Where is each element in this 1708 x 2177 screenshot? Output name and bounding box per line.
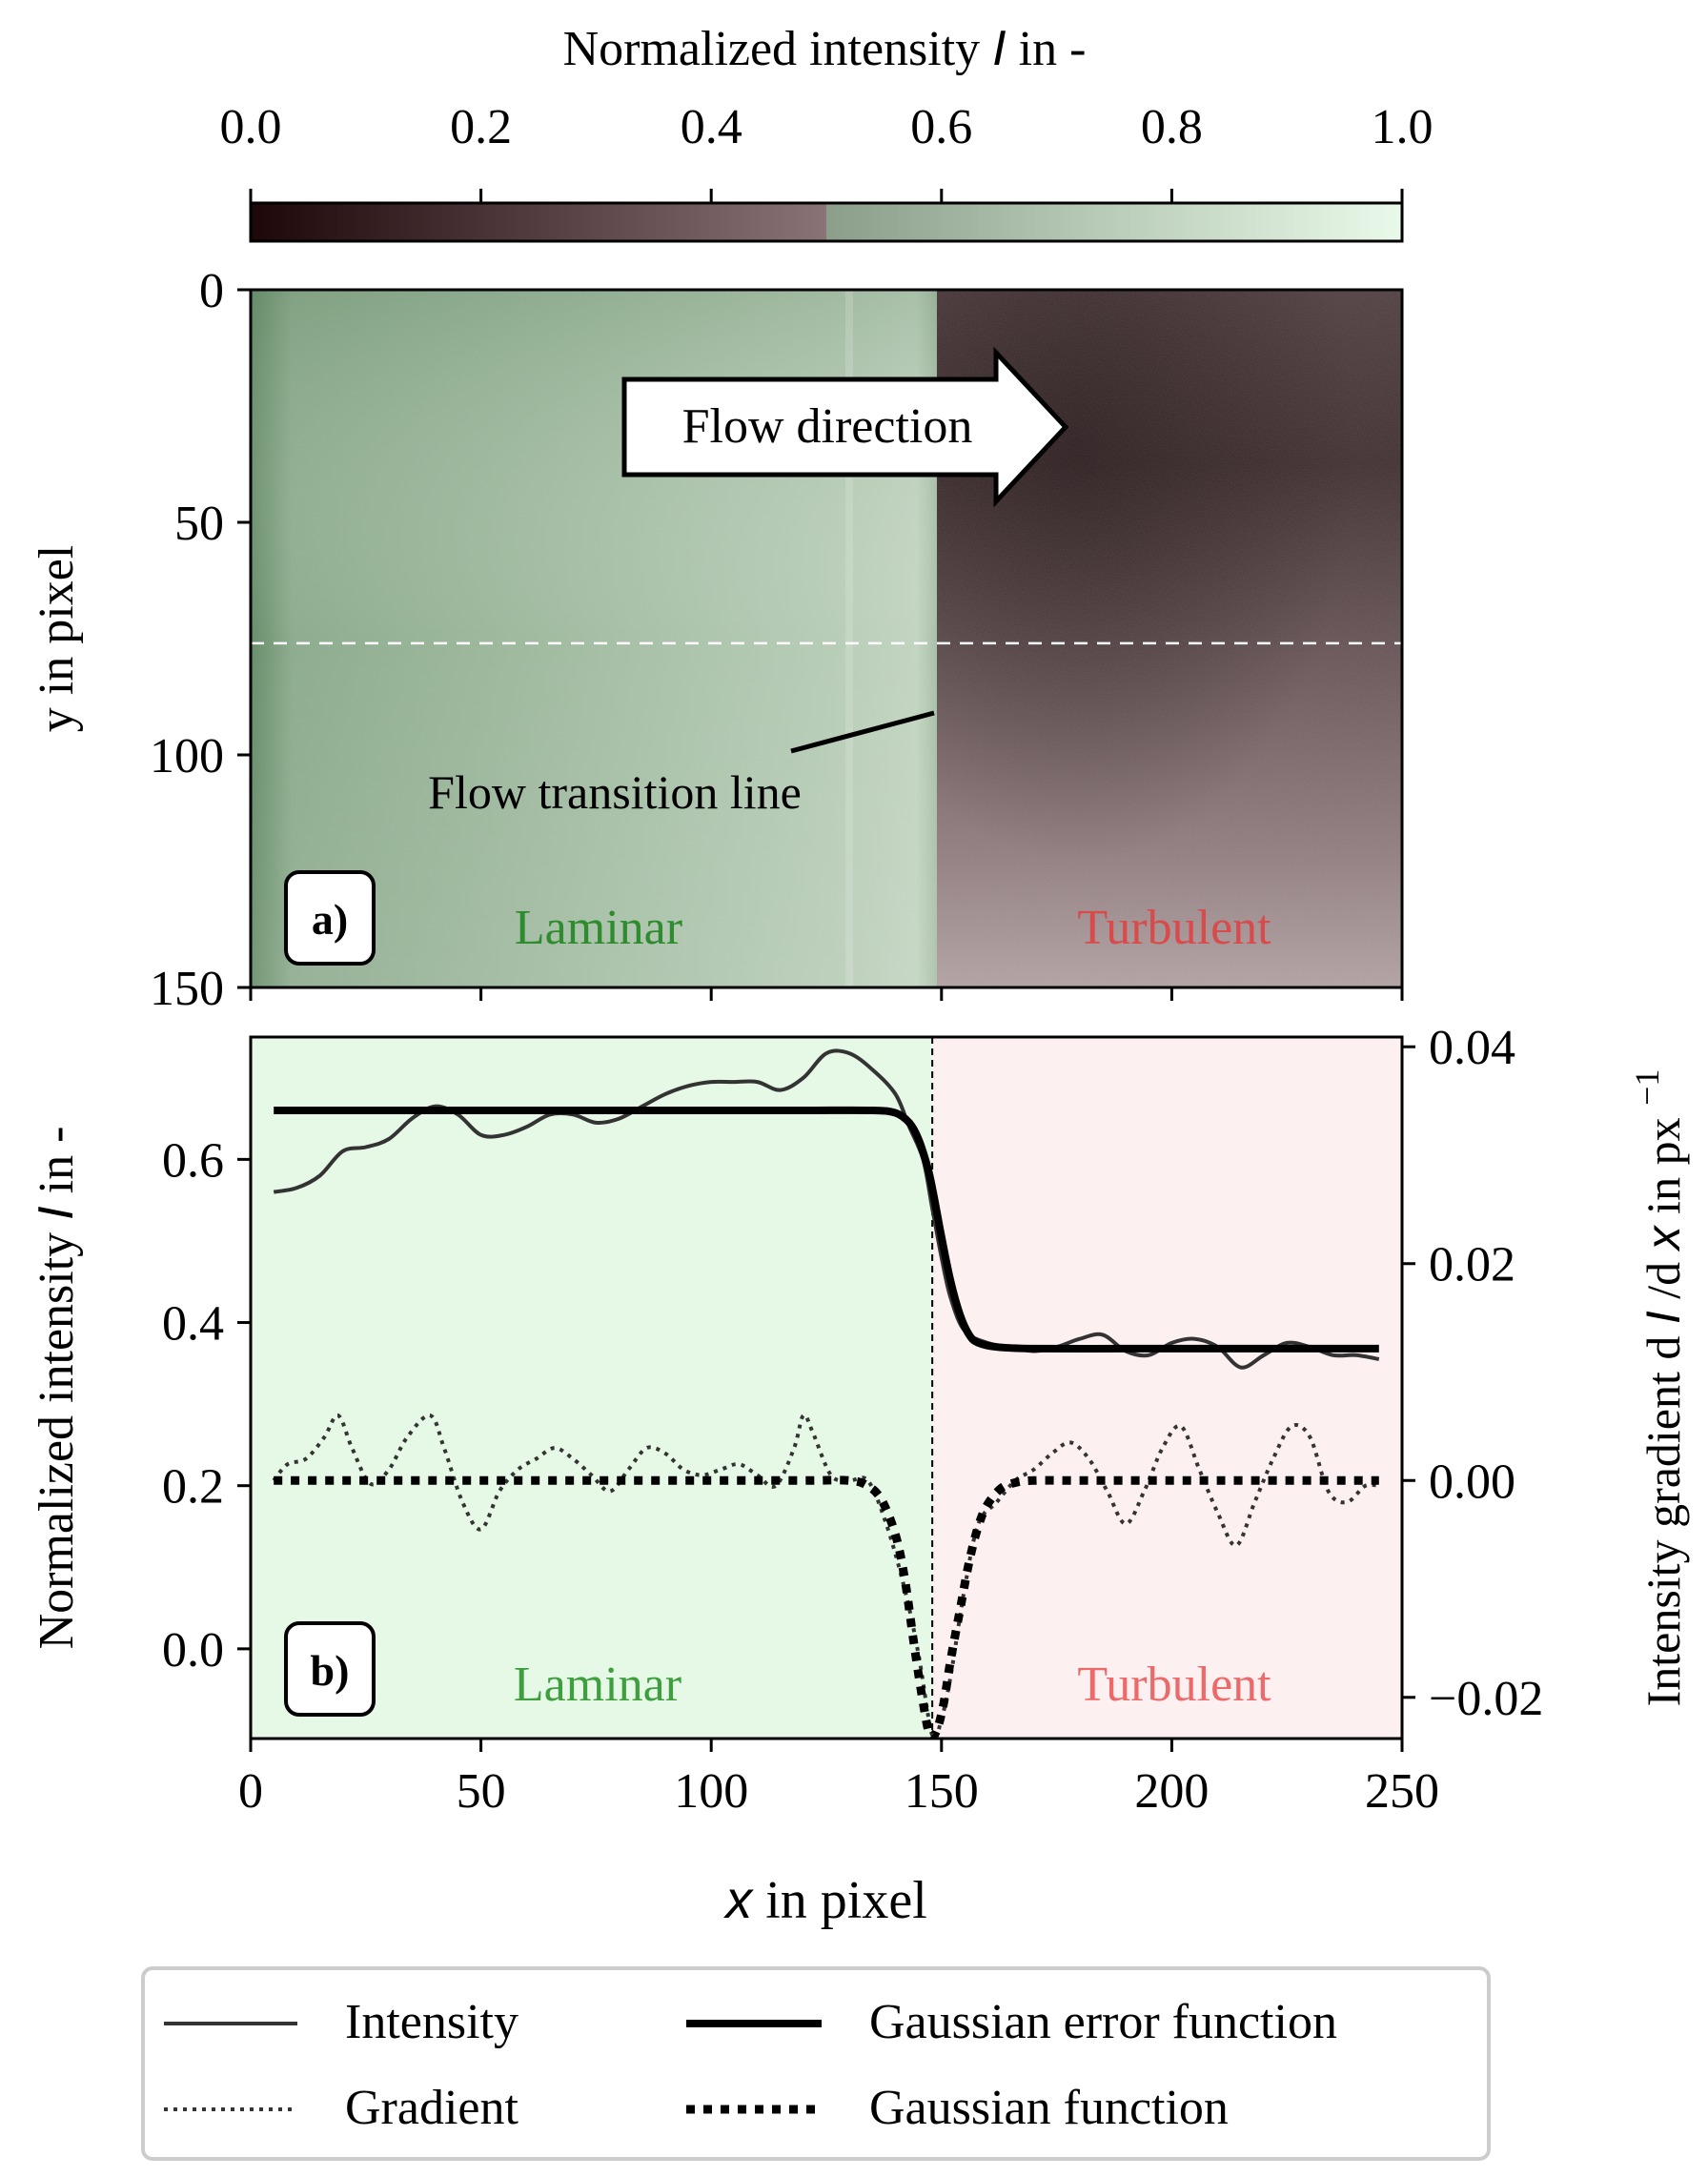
panel-a-ytick-label: 0	[199, 264, 224, 318]
panel-b-laminar-label: Laminar	[514, 1658, 681, 1712]
flow-direction-arrow: Flow direction	[621, 346, 1069, 508]
series-gaussian-function-line	[274, 1475, 1379, 1739]
svg-text:b): b)	[311, 1646, 350, 1695]
panel-a-ytick-label: 50	[174, 497, 224, 551]
svg-text:a): a)	[312, 895, 348, 944]
colorbar-tick-label: 0.2	[450, 100, 512, 154]
legend-item-gaussian-function: Gaussian function	[686, 2081, 1229, 2135]
y-tick-label: 0.0	[162, 1623, 224, 1678]
legend: Intensity Gaussian error function Gradie…	[141, 1966, 1491, 2161]
svg-text:Gradient: Gradient	[345, 2081, 518, 2135]
panel-a-ylabel: y in pixel	[30, 545, 84, 732]
colorbar: Normalized intensity I in - 0.0 0.2 0.4 0.6…	[220, 21, 1434, 243]
x-tick-label: 0	[238, 1764, 263, 1819]
colorbar-tick-label: 0.4	[681, 100, 742, 154]
panel-a-badge: a)	[284, 870, 376, 966]
series-gradient-line	[272, 1413, 1380, 1739]
svg-text:Gaussian function: Gaussian function	[869, 2081, 1229, 2135]
x-tick-label: 100	[674, 1764, 748, 1819]
x-tick-label: 150	[905, 1764, 979, 1819]
colorbar-tick-label: 1.0	[1372, 100, 1434, 154]
y2-tick-label: 0.04	[1429, 1021, 1515, 1075]
legend-item-gaussian-error-function: Gaussian error function	[686, 1995, 1337, 2049]
x-axis-label: x in pixel	[722, 1869, 927, 1930]
turbulent-region	[932, 1037, 1402, 1739]
panel-b-turbulent-label: Turbulent	[1077, 1658, 1271, 1712]
y-axis-ticks: 0.0 0.2 0.4 0.6	[162, 1133, 251, 1678]
svg-text:Intensity: Intensity	[345, 1995, 518, 2049]
y-tick-label: 0.4	[162, 1297, 224, 1352]
legend-item-gradient: Gradient	[164, 2081, 518, 2135]
series-intensity-line	[273, 1048, 1380, 1370]
colorbar-label: Normalized intensity I in -	[563, 21, 1087, 76]
colorbar-tick-label: 0.8	[1141, 100, 1203, 154]
colorbar-bar	[249, 201, 1404, 243]
y2-axis-ticks: −0.02 0.00 0.02 0.04	[1402, 1021, 1543, 1726]
transition-label: Flow transition line	[428, 765, 802, 819]
panel-a-laminar-label: Laminar	[515, 901, 682, 955]
panel-a-ytick-label: 100	[150, 729, 224, 783]
y2-tick-label: −0.02	[1429, 1672, 1543, 1726]
panel-b: b) Laminar Turbulent 0 50 100 150 200 250 0.0…	[29, 1021, 1690, 1930]
x-tick-label: 250	[1365, 1764, 1439, 1819]
panel-a-yticks: 0 50 100 150	[150, 264, 251, 1016]
y-axis-label: Normalized intensity I in -	[29, 1127, 84, 1650]
panel-b-badge: b)	[284, 1621, 376, 1717]
series-gaussian-error-function-line	[274, 1106, 1379, 1353]
flow-direction-label: Flow direction	[682, 399, 973, 454]
y-tick-label: 0.2	[162, 1460, 224, 1515]
x-tick-label: 200	[1134, 1764, 1209, 1819]
colorbar-tick-label: 0.0	[220, 100, 282, 154]
colorbar-tick-label: 0.6	[910, 100, 972, 154]
svg-text:Gaussian error function: Gaussian error function	[869, 1995, 1337, 2049]
transition-pointer-line	[790, 710, 935, 754]
legend-item-intensity: Intensity	[164, 1995, 518, 2049]
laminar-region	[251, 1037, 933, 1739]
x-axis-ticks: 0 50 100 150 200 250	[238, 1739, 1439, 1819]
panel-a-ytick-label: 150	[150, 962, 224, 1016]
panel-a-turbulent-label: Turbulent	[1077, 901, 1271, 955]
y-tick-label: 0.6	[162, 1133, 224, 1188]
panel-a-xticks	[249, 987, 1404, 1001]
panel-a: Flow direction Flow transition line a) L…	[30, 264, 1404, 1016]
x-tick-label: 50	[457, 1764, 506, 1819]
y2-tick-label: 0.02	[1429, 1238, 1515, 1292]
y2-axis-label: Intensity gradient d I /d x in px −1	[1628, 1069, 1690, 1707]
y2-tick-label: 0.00	[1429, 1455, 1515, 1509]
colorbar-ticks: 0.0 0.2 0.4 0.6 0.8 1.0	[220, 100, 1434, 203]
